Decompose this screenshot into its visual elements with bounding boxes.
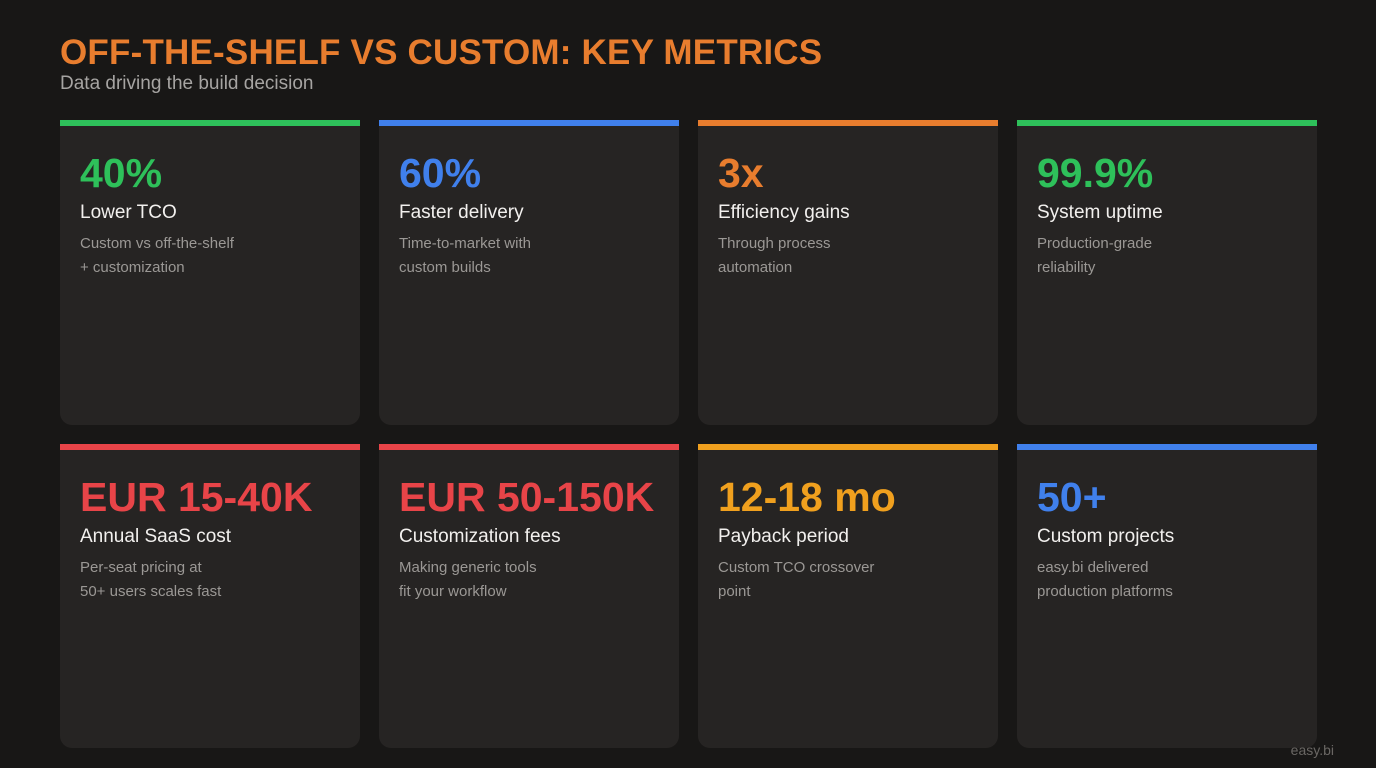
metrics-grid: 40% Lower TCO Custom vs off-the-shelf + … [60, 120, 1317, 748]
metric-card-annual-saas-cost: EUR 15-40K Annual SaaS cost Per-seat pri… [60, 444, 360, 748]
metric-label: Custom projects [1037, 526, 1175, 547]
metric-label: System uptime [1037, 202, 1163, 223]
metric-value: 3x [718, 150, 764, 196]
metric-description-line: automation [718, 259, 793, 276]
metric-label: Annual SaaS cost [80, 526, 232, 547]
metric-label: Lower TCO [80, 202, 177, 223]
metric-description: easy.bi delivered production platforms [1037, 556, 1297, 604]
metric-description: Custom TCO crossover point [718, 556, 978, 604]
metric-description-line: Per-seat pricing at [80, 559, 202, 576]
metric-value: 50+ [1037, 474, 1107, 520]
metric-description-line: custom builds [399, 259, 491, 276]
metric-description-line: Custom vs off-the-shelf [80, 235, 234, 252]
page-subtitle: Data driving the build decision [60, 73, 314, 94]
metric-card-customization-fees: EUR 50-150K Customization fees Making ge… [379, 444, 679, 748]
metric-description-line: + customization [80, 259, 185, 276]
card-accent-bar [60, 120, 360, 126]
metric-description-line: Through process [718, 235, 831, 252]
metric-card-lower-tco: 40% Lower TCO Custom vs off-the-shelf + … [60, 120, 360, 425]
metric-label: Faster delivery [399, 202, 524, 223]
card-accent-bar [1017, 120, 1317, 126]
metric-card-faster-delivery: 60% Faster delivery Time-to-market with … [379, 120, 679, 425]
metric-value: 12-18 mo [718, 474, 896, 520]
metric-value: 99.9% [1037, 150, 1154, 196]
card-accent-bar [379, 444, 679, 450]
metric-description-line: reliability [1037, 259, 1096, 276]
metric-label: Efficiency gains [718, 202, 850, 223]
metric-card-custom-projects: 50+ Custom projects easy.bi delivered pr… [1017, 444, 1317, 748]
card-accent-bar [60, 444, 360, 450]
metric-card-payback-period: 12-18 mo Payback period Custom TCO cross… [698, 444, 998, 748]
metric-description: Time-to-market with custom builds [399, 232, 659, 280]
card-accent-bar [698, 444, 998, 450]
metric-description: Through process automation [718, 232, 978, 280]
metric-value: EUR 50-150K [399, 474, 655, 520]
metric-description: Per-seat pricing at 50+ users scales fas… [80, 556, 340, 604]
metric-label: Payback period [718, 526, 849, 547]
metric-description: Production-grade reliability [1037, 232, 1297, 280]
metric-description-line: point [718, 583, 751, 600]
metric-description: Making generic tools fit your workflow [399, 556, 659, 604]
metric-description-line: production platforms [1037, 583, 1173, 600]
metric-description-line: Time-to-market with [399, 235, 531, 252]
metric-card-efficiency-gains: 3x Efficiency gains Through process auto… [698, 120, 998, 425]
metric-description-line: easy.bi delivered [1037, 559, 1149, 576]
metric-label: Customization fees [399, 526, 561, 547]
metric-description-line: Custom TCO crossover [718, 559, 875, 576]
metric-description: Custom vs off-the-shelf + customization [80, 232, 340, 280]
metric-card-system-uptime: 99.9% System uptime Production-grade rel… [1017, 120, 1317, 425]
metric-description-line: Production-grade [1037, 235, 1153, 252]
page-title: OFF-THE-SHELF VS CUSTOM: KEY METRICS [60, 33, 823, 72]
metric-value: 60% [399, 150, 482, 196]
card-accent-bar [1017, 444, 1317, 450]
card-accent-bar [379, 120, 679, 126]
metric-description-line: Making generic tools [399, 559, 537, 576]
metric-value: EUR 15-40K [80, 474, 313, 520]
card-accent-bar [698, 120, 998, 126]
metric-description-line: fit your workflow [399, 583, 507, 600]
brand-wordmark: easy.bi [1290, 742, 1334, 758]
metric-description-line: 50+ users scales fast [80, 583, 222, 600]
metric-value: 40% [80, 150, 163, 196]
